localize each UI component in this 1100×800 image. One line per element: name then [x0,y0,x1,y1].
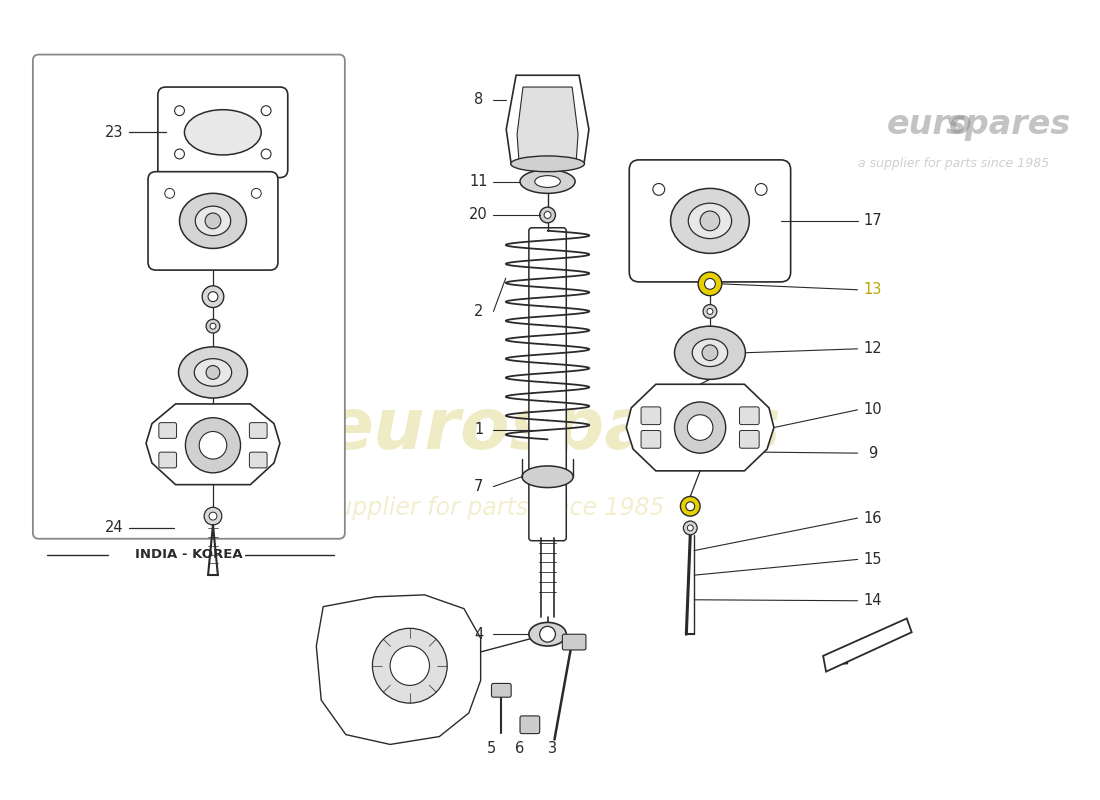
FancyBboxPatch shape [250,422,267,438]
Circle shape [205,507,222,525]
Text: a supplier for parts since 1985: a supplier for parts since 1985 [302,496,664,520]
FancyBboxPatch shape [629,160,791,282]
Text: 1: 1 [474,422,483,437]
Ellipse shape [520,170,575,194]
Circle shape [704,278,715,290]
FancyBboxPatch shape [250,452,267,468]
Text: 13: 13 [864,282,881,298]
Circle shape [210,323,216,329]
Ellipse shape [195,358,232,386]
Text: 24: 24 [106,521,124,535]
FancyBboxPatch shape [739,407,759,425]
FancyBboxPatch shape [158,87,288,178]
Ellipse shape [185,110,261,155]
Ellipse shape [692,339,728,366]
FancyBboxPatch shape [529,228,566,541]
Circle shape [688,414,713,440]
FancyBboxPatch shape [158,422,177,438]
Text: a supplier for parts since 1985: a supplier for parts since 1985 [858,158,1048,170]
Circle shape [674,402,726,453]
FancyBboxPatch shape [641,430,661,448]
Polygon shape [823,618,912,672]
Circle shape [756,183,767,195]
Ellipse shape [689,203,732,238]
FancyBboxPatch shape [33,54,344,538]
Text: 12: 12 [864,342,881,356]
Text: 17: 17 [864,214,881,228]
Circle shape [175,106,185,115]
Ellipse shape [671,189,749,254]
Text: 2: 2 [474,304,483,319]
Circle shape [685,502,695,510]
Circle shape [205,213,221,229]
Polygon shape [626,384,774,471]
FancyBboxPatch shape [520,716,540,734]
Circle shape [206,366,220,379]
Polygon shape [517,87,579,162]
Circle shape [700,211,719,230]
Ellipse shape [535,176,560,187]
Circle shape [199,431,227,459]
Ellipse shape [178,347,248,398]
Circle shape [165,189,175,198]
Text: 5: 5 [487,741,496,756]
FancyBboxPatch shape [739,430,759,448]
Text: 7: 7 [474,479,483,494]
Circle shape [681,497,700,516]
Circle shape [261,106,271,115]
Text: 23: 23 [106,125,124,140]
Circle shape [261,149,271,159]
FancyBboxPatch shape [492,683,512,698]
Circle shape [206,319,220,333]
Text: INDIA - KOREA: INDIA - KOREA [134,548,242,561]
Circle shape [202,286,223,307]
Circle shape [698,272,722,296]
Ellipse shape [674,326,746,379]
Text: 9: 9 [868,446,877,461]
Text: 3: 3 [548,741,557,756]
Polygon shape [146,404,279,485]
Circle shape [209,512,217,520]
FancyBboxPatch shape [641,407,661,425]
Circle shape [688,525,693,531]
Polygon shape [506,75,588,164]
Text: eurospares: eurospares [324,395,781,464]
Text: 11: 11 [470,174,488,189]
Text: 20: 20 [470,207,488,222]
FancyBboxPatch shape [562,634,586,650]
Ellipse shape [522,466,573,487]
Circle shape [175,149,185,159]
Text: 4: 4 [474,626,483,642]
Circle shape [702,345,718,361]
FancyBboxPatch shape [148,172,278,270]
Text: 10: 10 [864,402,881,418]
Circle shape [186,418,241,473]
Text: euro: euro [887,108,972,141]
Text: 8: 8 [474,92,483,107]
Text: spares: spares [946,108,1071,141]
Circle shape [540,626,556,642]
Text: 14: 14 [864,594,881,608]
Ellipse shape [529,622,566,646]
Circle shape [683,521,697,535]
Circle shape [703,305,717,318]
Polygon shape [317,595,481,745]
Text: 16: 16 [864,510,881,526]
Circle shape [390,646,429,686]
Circle shape [540,207,556,223]
Circle shape [373,628,448,703]
Circle shape [208,292,218,302]
Circle shape [653,183,664,195]
FancyBboxPatch shape [158,452,177,468]
Circle shape [252,189,261,198]
Circle shape [707,309,713,314]
Ellipse shape [510,156,584,172]
Ellipse shape [196,206,231,236]
Circle shape [544,211,551,218]
Ellipse shape [179,194,246,249]
Text: 15: 15 [864,552,881,567]
Text: 6: 6 [516,741,525,756]
